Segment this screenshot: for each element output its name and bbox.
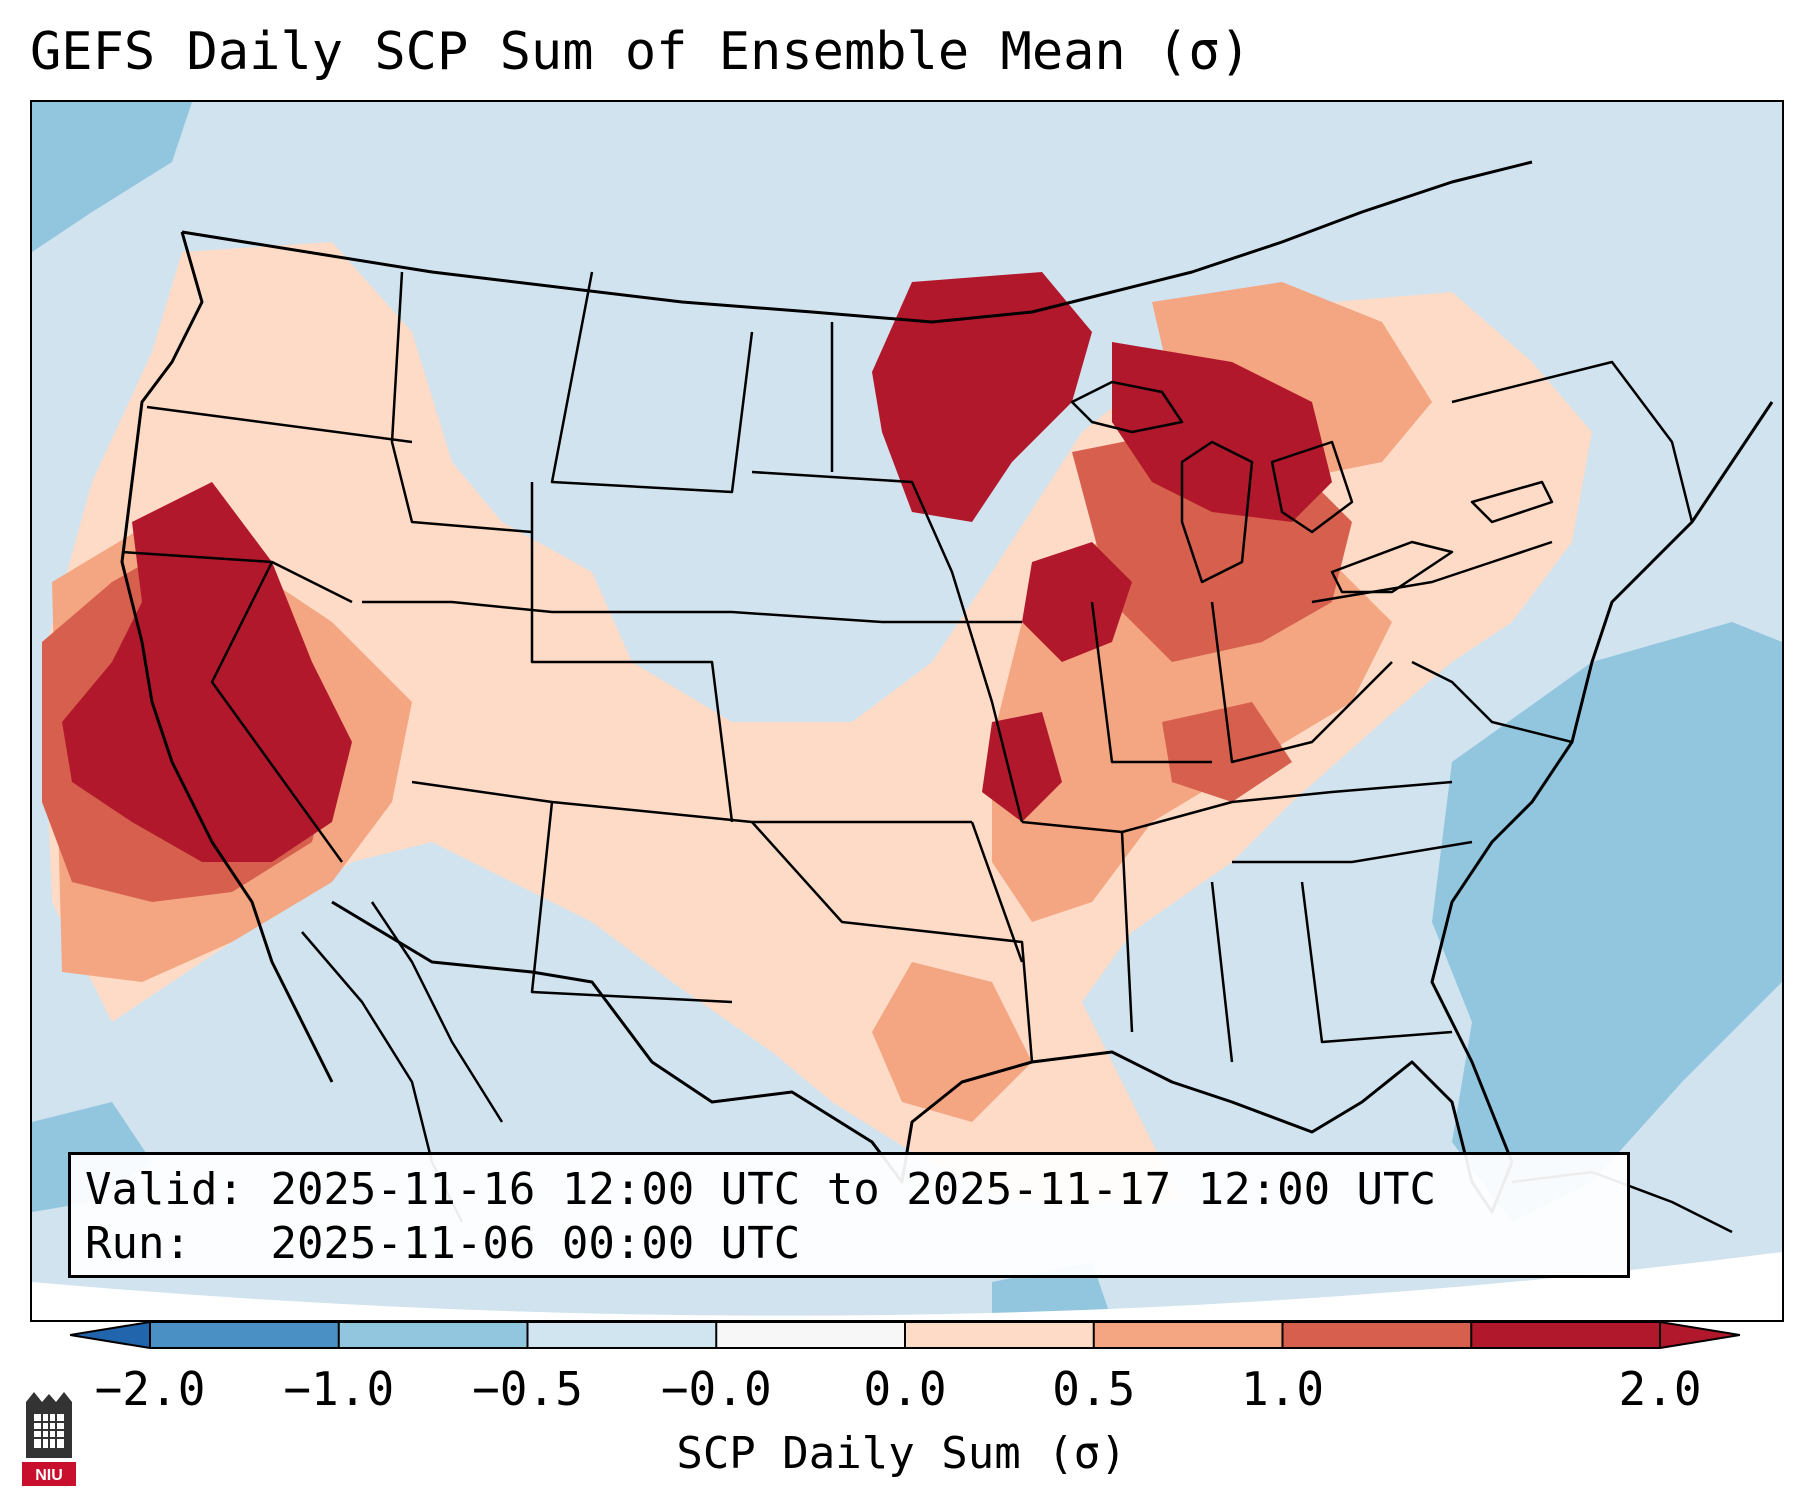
south-east-coast: [331, 401, 1774, 1214]
valid-label: Valid:: [85, 1164, 244, 1215]
run-label: Run:: [85, 1218, 191, 1269]
colorbar-extend-high: [1660, 1322, 1740, 1348]
colorbar-label: SCP Daily Sum (σ): [676, 1428, 1127, 1479]
niu-logo-icon: NIU: [22, 1392, 76, 1486]
map-canvas: [32, 102, 1782, 1320]
colorbar-tick-label: 0.0: [863, 1362, 947, 1416]
colorbar-tick-label: 0.5: [1052, 1362, 1136, 1416]
west-coast: [120, 231, 334, 1083]
colorbar: [70, 1321, 1740, 1349]
colorbar-tick-label: 1.0: [1240, 1362, 1325, 1416]
colorbar-segment: [527, 1322, 717, 1348]
run-time-row: Run: 2025-11-06 00:00 UTC: [85, 1217, 1613, 1271]
colorbar-tick-label: −0.5: [472, 1362, 583, 1416]
valid-run-info-box: Valid: 2025-11-16 12:00 UTC to 2025-11-1…: [68, 1152, 1630, 1278]
anomaly-extreme-regions: [62, 272, 1332, 862]
northern-border: [181, 160, 1533, 324]
colorbar-segment: [150, 1322, 340, 1348]
colorbar-segments: [150, 1322, 1661, 1348]
map-title: GEFS Daily SCP Sum of Ensemble Mean (σ): [30, 22, 1251, 82]
colorbar-segment: [1093, 1322, 1283, 1348]
svg-text:NIU: NIU: [35, 1467, 63, 1484]
map-panel[interactable]: [30, 100, 1784, 1322]
colorbar-tick-label: −2.0: [94, 1362, 206, 1416]
projection-edge: [32, 1252, 1782, 1320]
run-value: 2025-11-06 00:00 UTC: [270, 1218, 801, 1269]
colorbar-segment: [338, 1322, 528, 1348]
colorbar-segment: [716, 1322, 906, 1348]
colorbar-extend-low: [70, 1322, 150, 1348]
colorbar-segment: [1471, 1322, 1661, 1348]
anomaly-blue-regions: [32, 102, 1782, 1320]
colorbar-segment: [1282, 1322, 1472, 1348]
colorbar-tick-label: −0.0: [660, 1362, 772, 1416]
valid-value: 2025-11-16 12:00 UTC to 2025-11-17 12:00…: [270, 1164, 1437, 1215]
colorbar-tick-label: 2.0: [1618, 1362, 1702, 1416]
colorbar-segment: [905, 1322, 1095, 1348]
colorbar-tick-label: −1.0: [283, 1362, 395, 1416]
valid-time-row: Valid: 2025-11-16 12:00 UTC to 2025-11-1…: [85, 1163, 1613, 1217]
